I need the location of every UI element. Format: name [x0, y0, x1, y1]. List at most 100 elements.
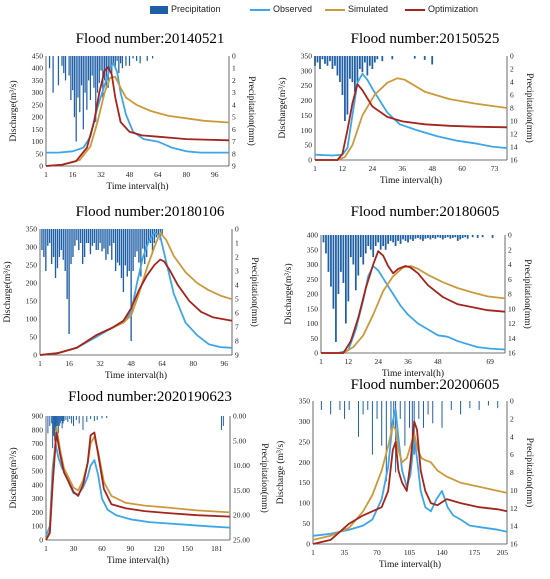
precipitation-bar	[76, 229, 78, 241]
y2-tick-label: 7	[232, 137, 236, 146]
precipitation-bar	[469, 401, 471, 409]
precipitation-bar	[91, 56, 93, 76]
y2-tick-label: 0	[510, 52, 514, 61]
precipitation-bar	[417, 235, 419, 238]
precipitation-bar	[321, 56, 324, 60]
precipitation-bar	[373, 56, 376, 63]
x-tick-label: 24	[374, 357, 382, 366]
y2-tick-label: 1	[235, 239, 239, 248]
series-line-observed	[39, 231, 233, 356]
precipitation-bar	[331, 56, 334, 69]
precipitation-bar	[59, 416, 61, 424]
precipitation-bar	[404, 401, 406, 446]
precipitation-bar	[64, 229, 66, 271]
legend-item-optimization: Optimization	[405, 4, 478, 14]
precipitation-bar	[50, 229, 53, 264]
y-tick-label: 250	[307, 275, 319, 284]
precipitation-bar	[82, 56, 84, 130]
y-tick-label: 800	[32, 425, 44, 434]
precipitation-bar	[52, 229, 55, 257]
precipitation-bar	[161, 229, 163, 236]
legend-label-optimization: Optimization	[428, 4, 479, 14]
precipitation-bar	[344, 235, 347, 324]
precipitation-bar	[132, 229, 134, 271]
precipitation-bar	[487, 401, 489, 406]
precipitation-bar	[120, 56, 122, 64]
precipitation-bar	[454, 235, 457, 238]
precipitation-bar	[446, 235, 449, 238]
precipitation-bar	[67, 416, 69, 422]
precipitation-bar	[62, 229, 64, 260]
precipitation-bar	[464, 235, 467, 238]
series-line-observed	[314, 72, 508, 157]
y2-axis-label: Precipitation(mm)	[246, 76, 257, 146]
precipitation-bar	[344, 401, 346, 419]
chart-title: Flood number:20180106	[75, 204, 225, 220]
y2-tick-label: 6	[508, 275, 512, 284]
precipitation-bar	[145, 229, 148, 257]
precipitation-bar	[138, 229, 140, 263]
precipitation-bar	[88, 56, 90, 81]
precipitation-bar	[128, 56, 131, 66]
precipitation-bar	[57, 56, 60, 86]
precipitation-bar	[422, 401, 424, 428]
precipitation-bar	[153, 229, 156, 243]
precipitation-bar	[394, 235, 397, 247]
y-tick-label: 100	[32, 522, 44, 531]
precipitation-bar	[381, 401, 383, 446]
legend: Precipitation Observed Simulated Optimiz…	[0, 0, 550, 22]
precipitation-bar	[399, 401, 401, 419]
x-tick-label: 120	[153, 544, 165, 553]
precipitation-bar	[390, 401, 392, 437]
x-tick-label: 80	[189, 359, 197, 368]
x-tick-label: 1	[311, 548, 315, 557]
y-tick-label: 300	[301, 66, 313, 75]
precipitation-bar	[105, 56, 108, 88]
precipitation-bar	[70, 229, 72, 264]
precipitation-bar	[332, 235, 335, 309]
x-tick-label: 64	[154, 170, 162, 179]
precipitation-bar	[381, 56, 384, 62]
x-tick-label: 48	[434, 357, 442, 366]
precipitation-bar	[391, 56, 394, 60]
legend-swatch-optimization	[405, 8, 425, 11]
precipitation-bar	[366, 56, 369, 76]
x-axis-label: Time interval(h)	[380, 175, 442, 186]
y2-tick-label: 4	[235, 281, 239, 290]
y-tick-label: 150	[299, 478, 311, 487]
y-tick-label: 150	[26, 297, 38, 306]
precipitation-bar	[126, 229, 128, 277]
x-tick-label: 48	[126, 170, 134, 179]
legend-label-precipitation: Precipitation	[171, 4, 221, 14]
precipitation-bar	[387, 235, 389, 244]
precipitation-bar	[70, 56, 72, 100]
precipitation-bar	[460, 401, 462, 415]
precipitation-bar	[377, 235, 380, 243]
precipitation-bar	[99, 229, 101, 243]
precipitation-bar	[134, 229, 136, 257]
precipitation-bar	[362, 401, 364, 415]
y2-tick-label: 4	[508, 260, 512, 269]
precipitation-bar	[340, 235, 342, 272]
precipitation-bar	[371, 56, 374, 69]
precipitation-bar	[41, 229, 43, 250]
legend-swatch-observed	[250, 8, 270, 11]
precipitation-bar	[43, 229, 45, 257]
x-tick-label: 105	[404, 548, 416, 557]
precipitation-bar	[361, 56, 364, 73]
y2-tick-label: 0	[235, 225, 239, 234]
precipitation-bar	[429, 235, 432, 240]
precipitation-bar	[49, 229, 51, 243]
precipitation-bar	[344, 56, 346, 121]
y-tick-label: 300	[32, 88, 44, 97]
y-tick-label: 0	[33, 351, 37, 360]
y2-tick-label: 15.00	[233, 486, 250, 495]
precipitation-bar	[98, 56, 100, 83]
precipitation-bar	[434, 235, 437, 239]
precipitation-bar	[357, 401, 359, 437]
precipitation-bar	[399, 235, 402, 244]
precipitation-bar	[364, 56, 366, 63]
precipitation-bar	[478, 401, 480, 410]
